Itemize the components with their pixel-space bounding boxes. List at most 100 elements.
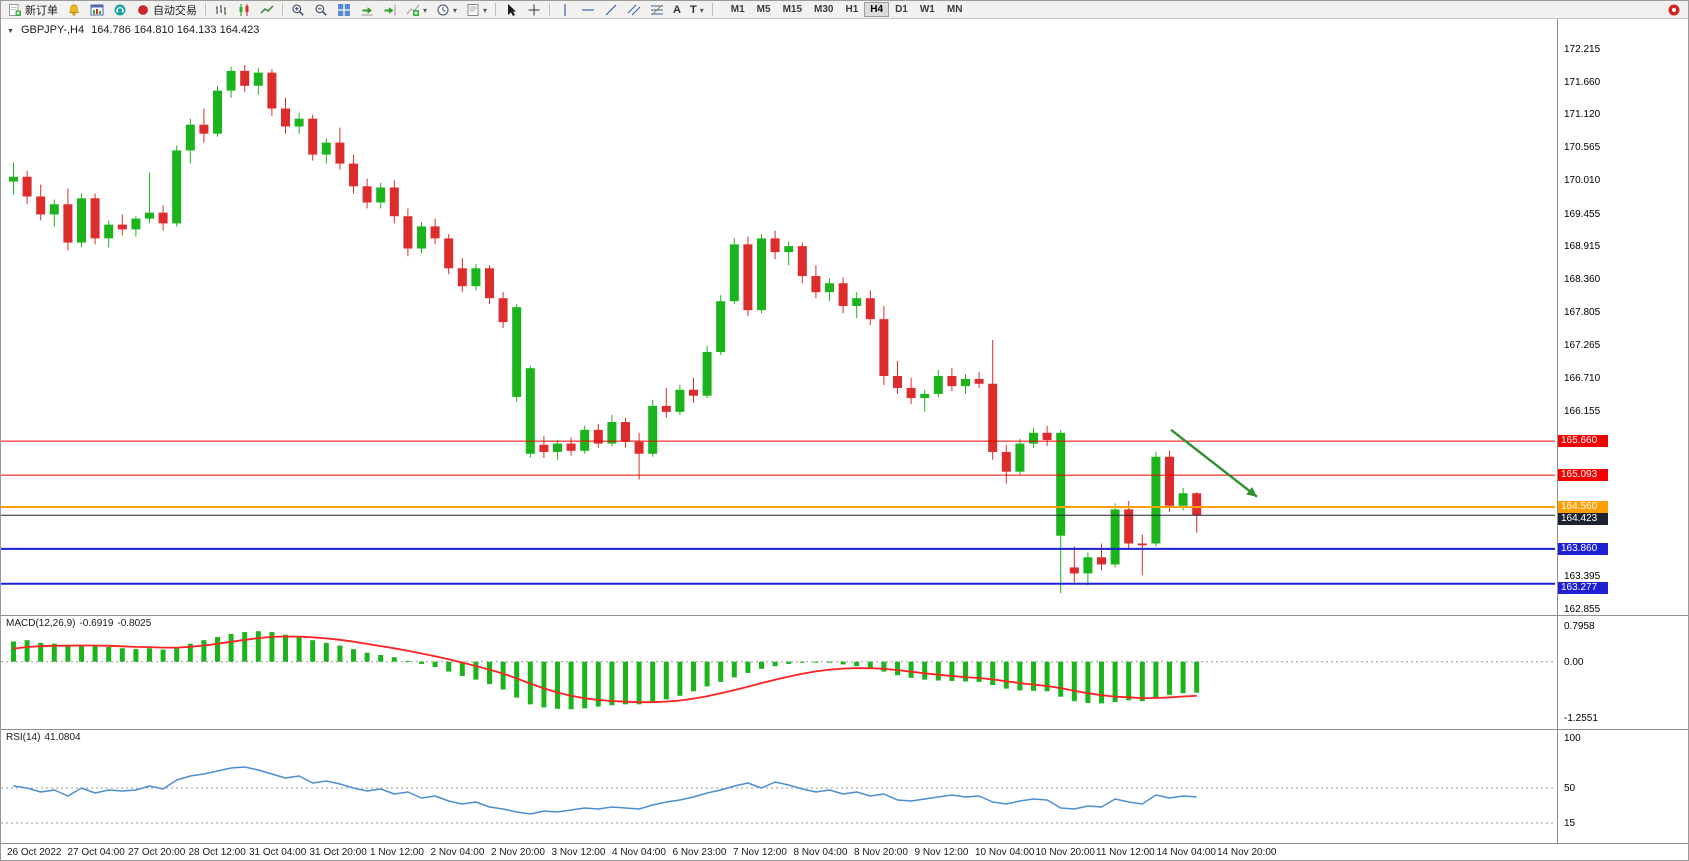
trendline-button[interactable] <box>600 2 622 18</box>
candle-body <box>1042 432 1052 440</box>
market-watch-button[interactable] <box>86 2 108 18</box>
macd-bar <box>106 646 112 662</box>
candle-body <box>145 212 154 219</box>
expert-advisors-button[interactable] <box>109 2 131 18</box>
caret-down-icon <box>423 4 427 16</box>
cursor-button[interactable] <box>500 2 522 18</box>
time-axis[interactable]: 26 Oct 2022 27 Oct 04:00 27 Oct 20:00 28 Oc… <box>1 844 1688 860</box>
candle-body <box>49 204 59 215</box>
candle-body <box>675 389 685 412</box>
macd-bar <box>500 661 506 690</box>
macd-bar <box>269 632 275 662</box>
timeframe-m1-button[interactable]: M1 <box>725 2 751 17</box>
indicators-button[interactable] <box>402 2 431 18</box>
candle-body <box>512 307 522 397</box>
macd-bar <box>623 661 628 705</box>
clock-icon <box>437 4 449 15</box>
macd-bar <box>922 661 928 680</box>
macd-bar <box>487 661 492 685</box>
candle-body <box>77 198 86 243</box>
candle-body <box>63 204 73 243</box>
time-axis-label: 10 Nov 04:00 <box>975 847 1035 858</box>
bar-chart-icon <box>216 4 226 15</box>
candle-body <box>389 187 399 217</box>
macd-bar <box>228 633 234 662</box>
timeframe-h4-button[interactable]: H4 <box>864 2 890 17</box>
candle-body <box>376 187 386 203</box>
macd-panel[interactable]: MACD(12,26,9) -0.6919 -0.8025 0.7958 0.00 -1… <box>1 616 1689 730</box>
macd-bar <box>1099 661 1104 704</box>
macd-bar <box>799 661 805 663</box>
arrow-tools-button[interactable]: T <box>686 2 708 18</box>
macd-bar <box>65 645 71 662</box>
templates-button[interactable] <box>462 2 491 18</box>
candle-body <box>770 238 780 253</box>
macd-main-value: -0.6919 <box>79 618 114 629</box>
macd-bar <box>745 661 751 673</box>
macd-bar <box>1194 661 1200 693</box>
zoom-out-button[interactable] <box>310 2 332 18</box>
macd-bar <box>854 661 860 667</box>
rsi-chart[interactable] <box>1 730 1689 844</box>
price-chart-panel[interactable]: GBPJPY-,H4 164.786 164.810 164.133 164.4… <box>1 19 1689 616</box>
ohlc-values: 164.786 164.810 164.133 164.423 <box>91 24 260 36</box>
collapse-icon[interactable] <box>7 24 14 36</box>
candle-body <box>158 212 168 224</box>
auto-scroll-button[interactable] <box>356 2 378 18</box>
macd-bar <box>949 661 955 681</box>
rsi-panel[interactable]: RSI(14) 41.0804 100 50 15 <box>1 730 1689 844</box>
macd-bar <box>568 661 574 710</box>
candle-body <box>9 176 18 182</box>
timeframe-m30-button[interactable]: M30 <box>808 2 839 17</box>
autotrading-button[interactable]: 自动交易 <box>132 2 201 18</box>
macd-bar <box>935 661 941 681</box>
fibonacci-button[interactable] <box>646 2 668 18</box>
crosshair-button[interactable] <box>523 2 545 18</box>
indicators-icon <box>406 4 420 16</box>
timeframe-h1-button[interactable]: H1 <box>839 2 864 17</box>
macd-bar <box>133 649 139 662</box>
tile-windows-button[interactable] <box>333 2 355 18</box>
macd-chart[interactable] <box>1 616 1689 730</box>
bar-chart-button[interactable] <box>210 2 232 18</box>
candlestick-chart-button[interactable] <box>233 2 255 18</box>
time-axis-label: 4 Nov 04:00 <box>612 847 666 858</box>
zoom-in-button[interactable] <box>287 2 309 18</box>
price-chart[interactable] <box>1 19 1689 616</box>
timeframe-w1-button[interactable]: W1 <box>914 2 941 17</box>
vertical-line-button[interactable] <box>554 2 576 18</box>
new-order-button[interactable]: 新订单 <box>4 2 62 18</box>
candle-body <box>825 283 834 293</box>
candle-body <box>1083 557 1093 574</box>
text-tool-button[interactable]: A <box>669 2 685 18</box>
time-axis-label: 3 Nov 12:00 <box>551 847 606 858</box>
candle-body <box>716 301 726 353</box>
timeframe-m15-button[interactable]: M15 <box>777 2 808 17</box>
zoom-out-icon <box>315 3 327 16</box>
candle-body <box>988 383 998 452</box>
candle-body <box>593 429 603 444</box>
candle-body <box>1029 432 1038 444</box>
periods-button[interactable] <box>432 2 461 18</box>
expert-advisor-icon <box>114 4 126 15</box>
macd-bar <box>119 648 125 662</box>
trend-arrow[interactable] <box>1170 428 1258 498</box>
macd-bar <box>283 634 288 662</box>
candle-body <box>525 368 535 454</box>
chart-shift-button[interactable] <box>379 2 401 18</box>
line-chart-button[interactable] <box>256 2 278 18</box>
rsi-label: RSI(14) 41.0804 <box>6 732 85 743</box>
horizontal-line-button[interactable] <box>577 2 599 18</box>
macd-bar <box>323 642 329 662</box>
time-axis-label: 14 Nov 04:00 <box>1156 847 1217 858</box>
candle-body <box>1151 456 1161 544</box>
macd-bar <box>51 643 57 662</box>
alerts-button[interactable] <box>63 2 85 18</box>
timeframe-m5-button[interactable]: M5 <box>751 2 777 17</box>
timeframe-mn-button[interactable]: MN <box>941 2 969 17</box>
timeframe-d1-button[interactable]: D1 <box>889 2 914 17</box>
macd-bar <box>378 654 384 662</box>
candle-body <box>920 393 930 399</box>
channel-button[interactable] <box>623 2 645 18</box>
notification-button[interactable] <box>1663 2 1685 18</box>
